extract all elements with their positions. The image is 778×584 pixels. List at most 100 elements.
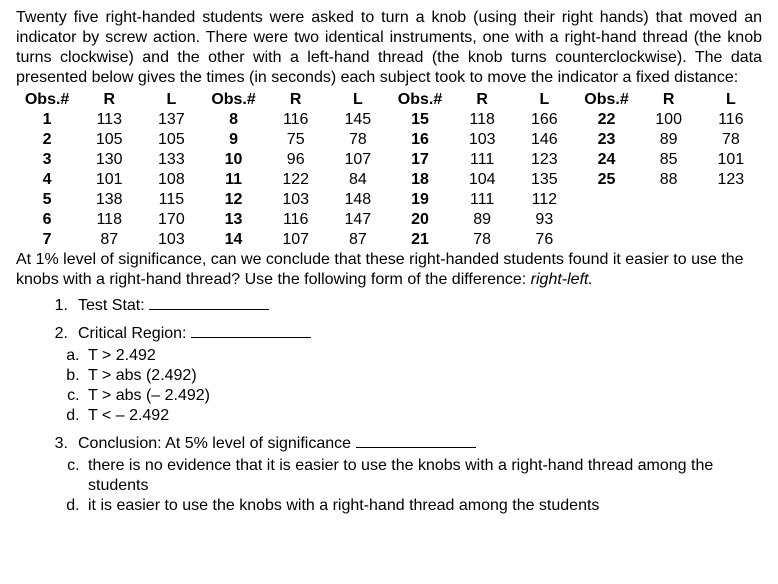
question-paragraph: At 1% level of significance, can we conc… bbox=[16, 250, 762, 290]
cell-l: 87 bbox=[327, 230, 389, 250]
cell-obs: 8 bbox=[202, 110, 264, 130]
cell-obs: 10 bbox=[202, 150, 264, 170]
q2-option-d: T < – 2.492 bbox=[84, 406, 762, 426]
cell-r: 89 bbox=[451, 210, 513, 230]
difference-form: right-left. bbox=[531, 271, 593, 288]
cell-l: 170 bbox=[140, 210, 202, 230]
cell-obs: 23 bbox=[575, 130, 637, 150]
question-list: 1.Test Stat: 2.Critical Region: T > 2.49… bbox=[16, 296, 762, 516]
table-row: 2105105 97578 16103146 238978 bbox=[16, 130, 762, 150]
cell-r: 103 bbox=[451, 130, 513, 150]
cell-l: 105 bbox=[140, 130, 202, 150]
cell-l: 112 bbox=[513, 190, 575, 210]
col-obs: Obs.# bbox=[575, 90, 637, 110]
col-l: L bbox=[513, 90, 575, 110]
cell-obs: 12 bbox=[202, 190, 264, 210]
cell-obs: 2 bbox=[16, 130, 78, 150]
cell-r: 78 bbox=[451, 230, 513, 250]
cell-obs: 5 bbox=[16, 190, 78, 210]
table-row: 1113137 8116145 15118166 22100116 bbox=[16, 110, 762, 130]
q2-blank bbox=[191, 337, 311, 338]
cell-obs: 13 bbox=[202, 210, 264, 230]
col-l: L bbox=[327, 90, 389, 110]
cell-obs: 16 bbox=[389, 130, 451, 150]
col-r: R bbox=[78, 90, 140, 110]
cell-l: 84 bbox=[327, 170, 389, 190]
data-table: Obs.# R L Obs.# R L Obs.# R L Obs.# R L … bbox=[16, 90, 762, 250]
cell-l: 101 bbox=[700, 150, 762, 170]
cell-obs: 3 bbox=[16, 150, 78, 170]
cell-l: 148 bbox=[327, 190, 389, 210]
q2-label: Critical Region: bbox=[78, 325, 186, 342]
cell-r: 87 bbox=[78, 230, 140, 250]
cell-obs: 21 bbox=[389, 230, 451, 250]
table-header-row: Obs.# R L Obs.# R L Obs.# R L Obs.# R L bbox=[16, 90, 762, 110]
cell-r: 89 bbox=[638, 130, 700, 150]
cell-l: 115 bbox=[140, 190, 202, 210]
cell-r: 100 bbox=[638, 110, 700, 130]
cell-l: 78 bbox=[327, 130, 389, 150]
cell-r: 118 bbox=[451, 110, 513, 130]
cell-r: 118 bbox=[78, 210, 140, 230]
cell-r: 138 bbox=[78, 190, 140, 210]
cell-l: 76 bbox=[513, 230, 575, 250]
q3-label: Conclusion: At 5% level of significance bbox=[78, 435, 351, 452]
q3-option-d: it is easier to use the knobs with a rig… bbox=[84, 496, 762, 516]
cell-l: 166 bbox=[513, 110, 575, 130]
q2-options: T > 2.492 T > abs (2.492) T > abs (– 2.4… bbox=[48, 346, 762, 426]
table-row: 787103 1410787 217876 bbox=[16, 230, 762, 250]
q3-blank bbox=[356, 447, 476, 448]
col-obs: Obs.# bbox=[202, 90, 264, 110]
cell-r: 116 bbox=[265, 110, 327, 130]
col-r: R bbox=[451, 90, 513, 110]
cell-l: 123 bbox=[700, 170, 762, 190]
cell-r: 130 bbox=[78, 150, 140, 170]
cell-obs: 19 bbox=[389, 190, 451, 210]
cell-l: 107 bbox=[327, 150, 389, 170]
q2-option-b: T > abs (2.492) bbox=[84, 366, 762, 386]
cell-r: 113 bbox=[78, 110, 140, 130]
cell-r: 105 bbox=[78, 130, 140, 150]
cell-obs: 18 bbox=[389, 170, 451, 190]
cell-l: 133 bbox=[140, 150, 202, 170]
q1-label: Test Stat: bbox=[78, 297, 145, 314]
cell-l: 93 bbox=[513, 210, 575, 230]
cell-obs: 14 bbox=[202, 230, 264, 250]
cell-r: 116 bbox=[265, 210, 327, 230]
cell-l: 123 bbox=[513, 150, 575, 170]
cell-l: 103 bbox=[140, 230, 202, 250]
cell-r: 96 bbox=[265, 150, 327, 170]
q3-option-c: there is no evidence that it is easier t… bbox=[84, 456, 762, 496]
table-row: 4101108 1112284 18104135 2588123 bbox=[16, 170, 762, 190]
table-row: 3130133 1096107 17111123 2485101 bbox=[16, 150, 762, 170]
col-obs: Obs.# bbox=[389, 90, 451, 110]
cell-l: 137 bbox=[140, 110, 202, 130]
cell-r: 104 bbox=[451, 170, 513, 190]
table-body: 1113137 8116145 15118166 22100116 210510… bbox=[16, 110, 762, 250]
table-row: 5138115 12103148 19111112 bbox=[16, 190, 762, 210]
cell-l: 135 bbox=[513, 170, 575, 190]
cell-l: 147 bbox=[327, 210, 389, 230]
cell-r: 107 bbox=[265, 230, 327, 250]
q3-options: there is no evidence that it is easier t… bbox=[48, 456, 762, 516]
q2-option-c: T > abs (– 2.492) bbox=[84, 386, 762, 406]
cell-r: 103 bbox=[265, 190, 327, 210]
cell-l: 116 bbox=[700, 110, 762, 130]
cell-obs: 9 bbox=[202, 130, 264, 150]
cell-l: 145 bbox=[327, 110, 389, 130]
q3-number: 3. bbox=[48, 434, 68, 454]
cell-obs: 20 bbox=[389, 210, 451, 230]
cell-r: 88 bbox=[638, 170, 700, 190]
cell-obs: 15 bbox=[389, 110, 451, 130]
question-3: 3. Conclusion: At 5% level of significanc… bbox=[48, 434, 762, 516]
col-r: R bbox=[638, 90, 700, 110]
col-obs: Obs.# bbox=[16, 90, 78, 110]
cell-l: 146 bbox=[513, 130, 575, 150]
cell-obs: 11 bbox=[202, 170, 264, 190]
col-l: L bbox=[140, 90, 202, 110]
q1-blank bbox=[149, 309, 269, 310]
cell-obs: 24 bbox=[575, 150, 637, 170]
cell-obs: 6 bbox=[16, 210, 78, 230]
q2-option-a: T > 2.492 bbox=[84, 346, 762, 366]
cell-r: 122 bbox=[265, 170, 327, 190]
